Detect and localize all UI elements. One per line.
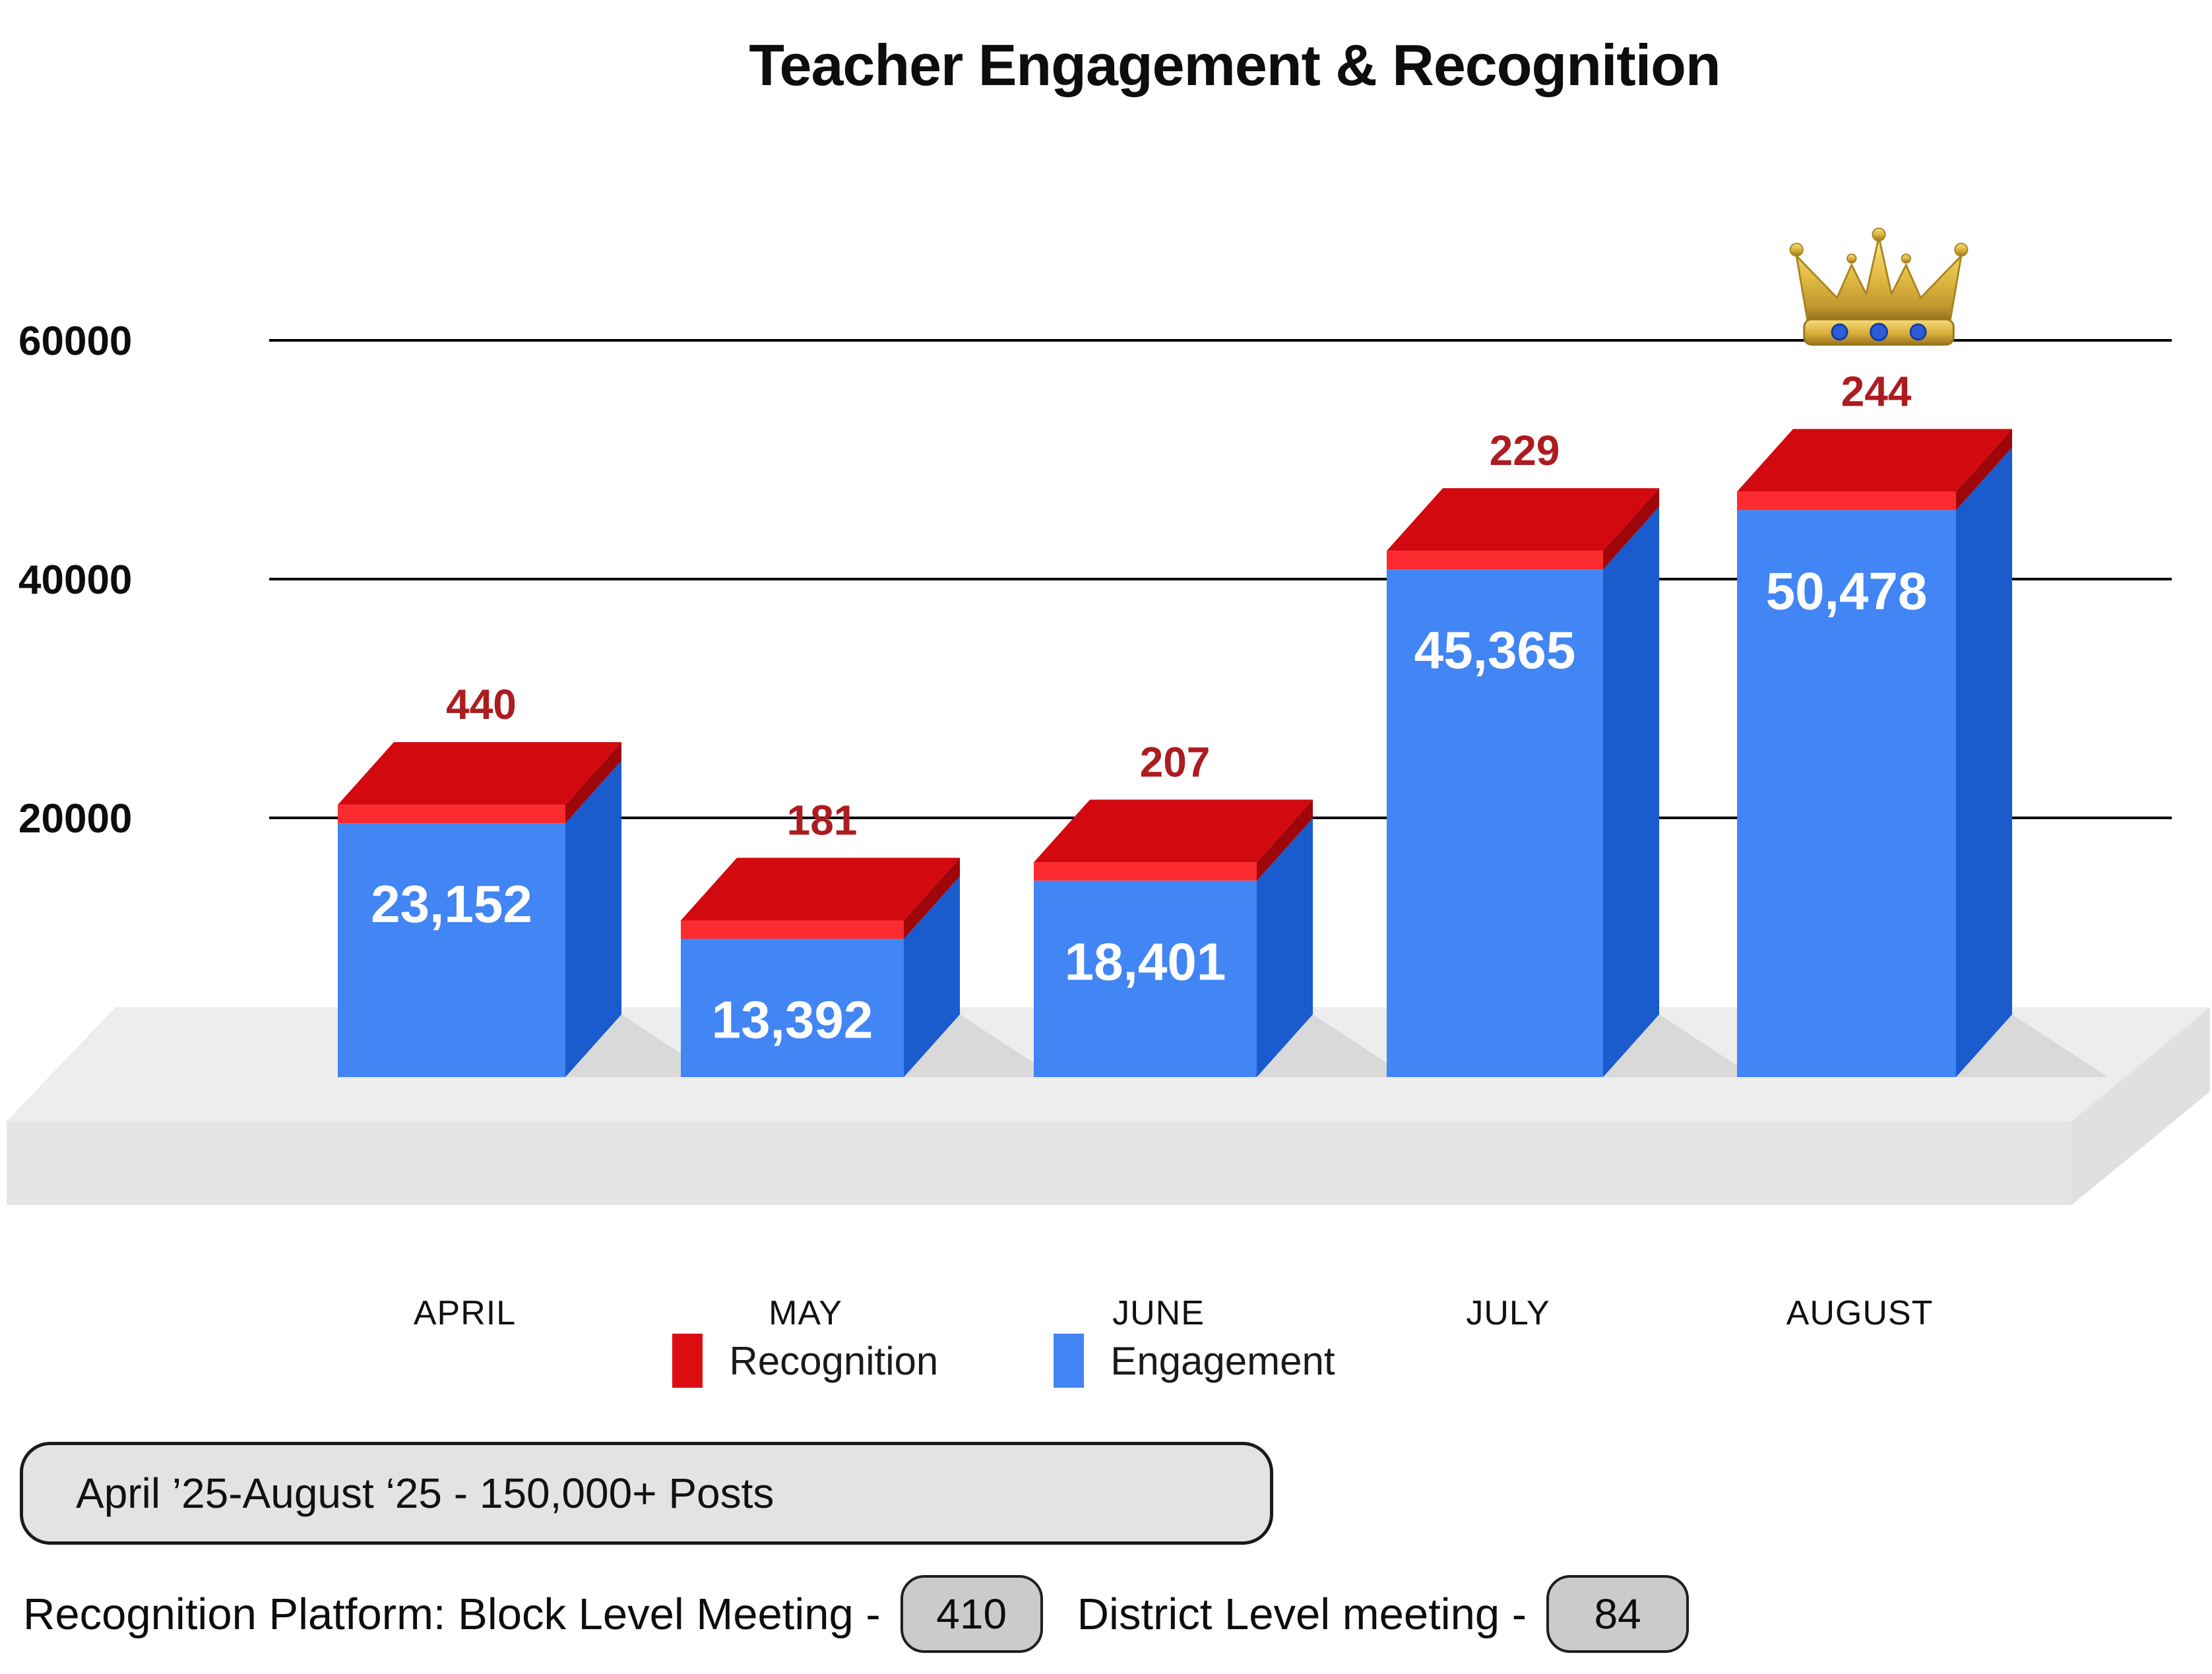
crown-ball xyxy=(1847,253,1857,264)
engagement-side-face xyxy=(1257,818,1313,1077)
district-level-count-box: 84 xyxy=(1546,1575,1690,1653)
engagement-value-label: 23,152 xyxy=(371,875,532,933)
platform-right-face xyxy=(2071,1007,2210,1205)
month-label-july: JULY xyxy=(1466,1294,1550,1332)
engagement-side-face xyxy=(1956,447,2012,1077)
recognition-top-face xyxy=(1034,799,1313,863)
platform-front-face xyxy=(7,1121,2071,1205)
recognition-side-face xyxy=(1956,429,2012,511)
bars: 23,152 440 13,392 181 18,401 207 45,365 229 50,4… xyxy=(338,367,2108,1077)
y-axis-tick-labels: 20000 40000 60000 xyxy=(18,319,132,842)
month-label-april: APRIL xyxy=(414,1294,516,1332)
legend-item-recognition: Recognition xyxy=(672,1334,938,1388)
recognition-front-face xyxy=(1737,491,1956,511)
month-label-june: JUNE xyxy=(1112,1294,1205,1332)
engagement-front-face xyxy=(1034,881,1257,1077)
crown-icon xyxy=(1789,227,1969,346)
bar-group-april: 23,152 440 xyxy=(338,681,717,1077)
block-level-label: Recognition Platform: Block Level Meetin… xyxy=(23,1589,881,1639)
recognition-count-label: 440 xyxy=(446,681,517,728)
recognition-side-face xyxy=(1257,799,1313,881)
recognition-front-face xyxy=(681,920,904,939)
bar-group-july: 45,365 229 xyxy=(1387,427,1755,1077)
legend-label-engagement: Engagement xyxy=(1110,1338,1335,1383)
month-label-may: MAY xyxy=(769,1294,842,1332)
crown-gem xyxy=(1909,323,1927,341)
crown-ball xyxy=(1789,243,1804,257)
recognition-front-face xyxy=(1387,551,1603,570)
engagement-front-face xyxy=(1737,510,1956,1077)
engagement-front-face xyxy=(1387,569,1603,1077)
legend: Recognition Engagement xyxy=(0,1334,2212,1388)
engagement-side-face xyxy=(565,760,621,1077)
bar-group-june: 18,401 207 xyxy=(1034,738,1408,1077)
bar-group-august: 50,478 244 xyxy=(1737,367,2108,1077)
recognition-top-face xyxy=(338,742,621,805)
recognition-front-face xyxy=(338,805,565,824)
recognition-top-face xyxy=(1737,429,2012,492)
recognition-side-face xyxy=(565,742,621,824)
engagement-value-label: 13,392 xyxy=(712,990,873,1049)
engagement-side-face xyxy=(1603,507,1659,1077)
recognition-front-face xyxy=(1034,862,1257,881)
engagement-value-label: 45,365 xyxy=(1414,621,1576,679)
bar-group-may: 13,392 181 xyxy=(681,796,1056,1077)
crown-ball xyxy=(1872,227,1886,242)
crown-ball xyxy=(1901,253,1911,264)
recognition-side-face xyxy=(904,857,960,939)
period-summary-text: April ’25-August ‘25 - 150,000+ Posts xyxy=(76,1470,774,1517)
bar-shadow xyxy=(1956,1014,2108,1077)
recognition-swatch xyxy=(672,1334,703,1388)
recognition-side-face xyxy=(1603,488,1659,570)
engagement-value-label: 50,478 xyxy=(1766,561,1928,620)
recognition-count-label: 244 xyxy=(1841,367,1912,415)
recognition-count-label: 229 xyxy=(1490,427,1560,474)
engagement-front-face xyxy=(681,939,904,1077)
period-summary-box: April ’25-August ‘25 - 150,000+ Posts xyxy=(20,1442,1273,1545)
bar-shadow xyxy=(1257,1014,1408,1077)
bar-shadow xyxy=(565,1014,717,1077)
recognition-top-face xyxy=(1387,488,1659,551)
month-labels: APRIL MAY JUNE JULY AUGUST xyxy=(414,1294,1934,1332)
recognition-top-face xyxy=(681,857,960,921)
legend-item-engagement: Engagement xyxy=(1054,1334,1335,1388)
recognition-count-label: 207 xyxy=(1140,738,1211,786)
recognition-count-label: 181 xyxy=(787,796,858,844)
engagement-value-label: 18,401 xyxy=(1065,932,1226,991)
bar-shadow xyxy=(904,1014,1056,1077)
crown-body xyxy=(1795,235,1963,325)
engagement-swatch xyxy=(1054,1334,1085,1388)
y-tick-20000: 20000 xyxy=(18,796,132,842)
engagement-front-face xyxy=(338,823,565,1077)
recognition-platform-row: Recognition Platform: Block Level Meetin… xyxy=(23,1575,2200,1653)
district-level-label: District Level meeting - xyxy=(1077,1589,1527,1639)
block-level-count-box: 410 xyxy=(900,1575,1043,1653)
chart-title: Teacher Engagement & Recognition xyxy=(749,32,1721,98)
y-tick-60000: 60000 xyxy=(18,319,132,364)
crown-gem xyxy=(1831,323,1849,341)
engagement-side-face xyxy=(904,876,960,1077)
crown-ball xyxy=(1954,243,1969,257)
legend-label-recognition: Recognition xyxy=(729,1338,939,1383)
month-label-august: AUGUST xyxy=(1786,1294,1934,1332)
y-tick-40000: 40000 xyxy=(18,557,132,603)
bar-shadow xyxy=(1603,1014,1755,1077)
crown-gem xyxy=(1870,323,1888,342)
